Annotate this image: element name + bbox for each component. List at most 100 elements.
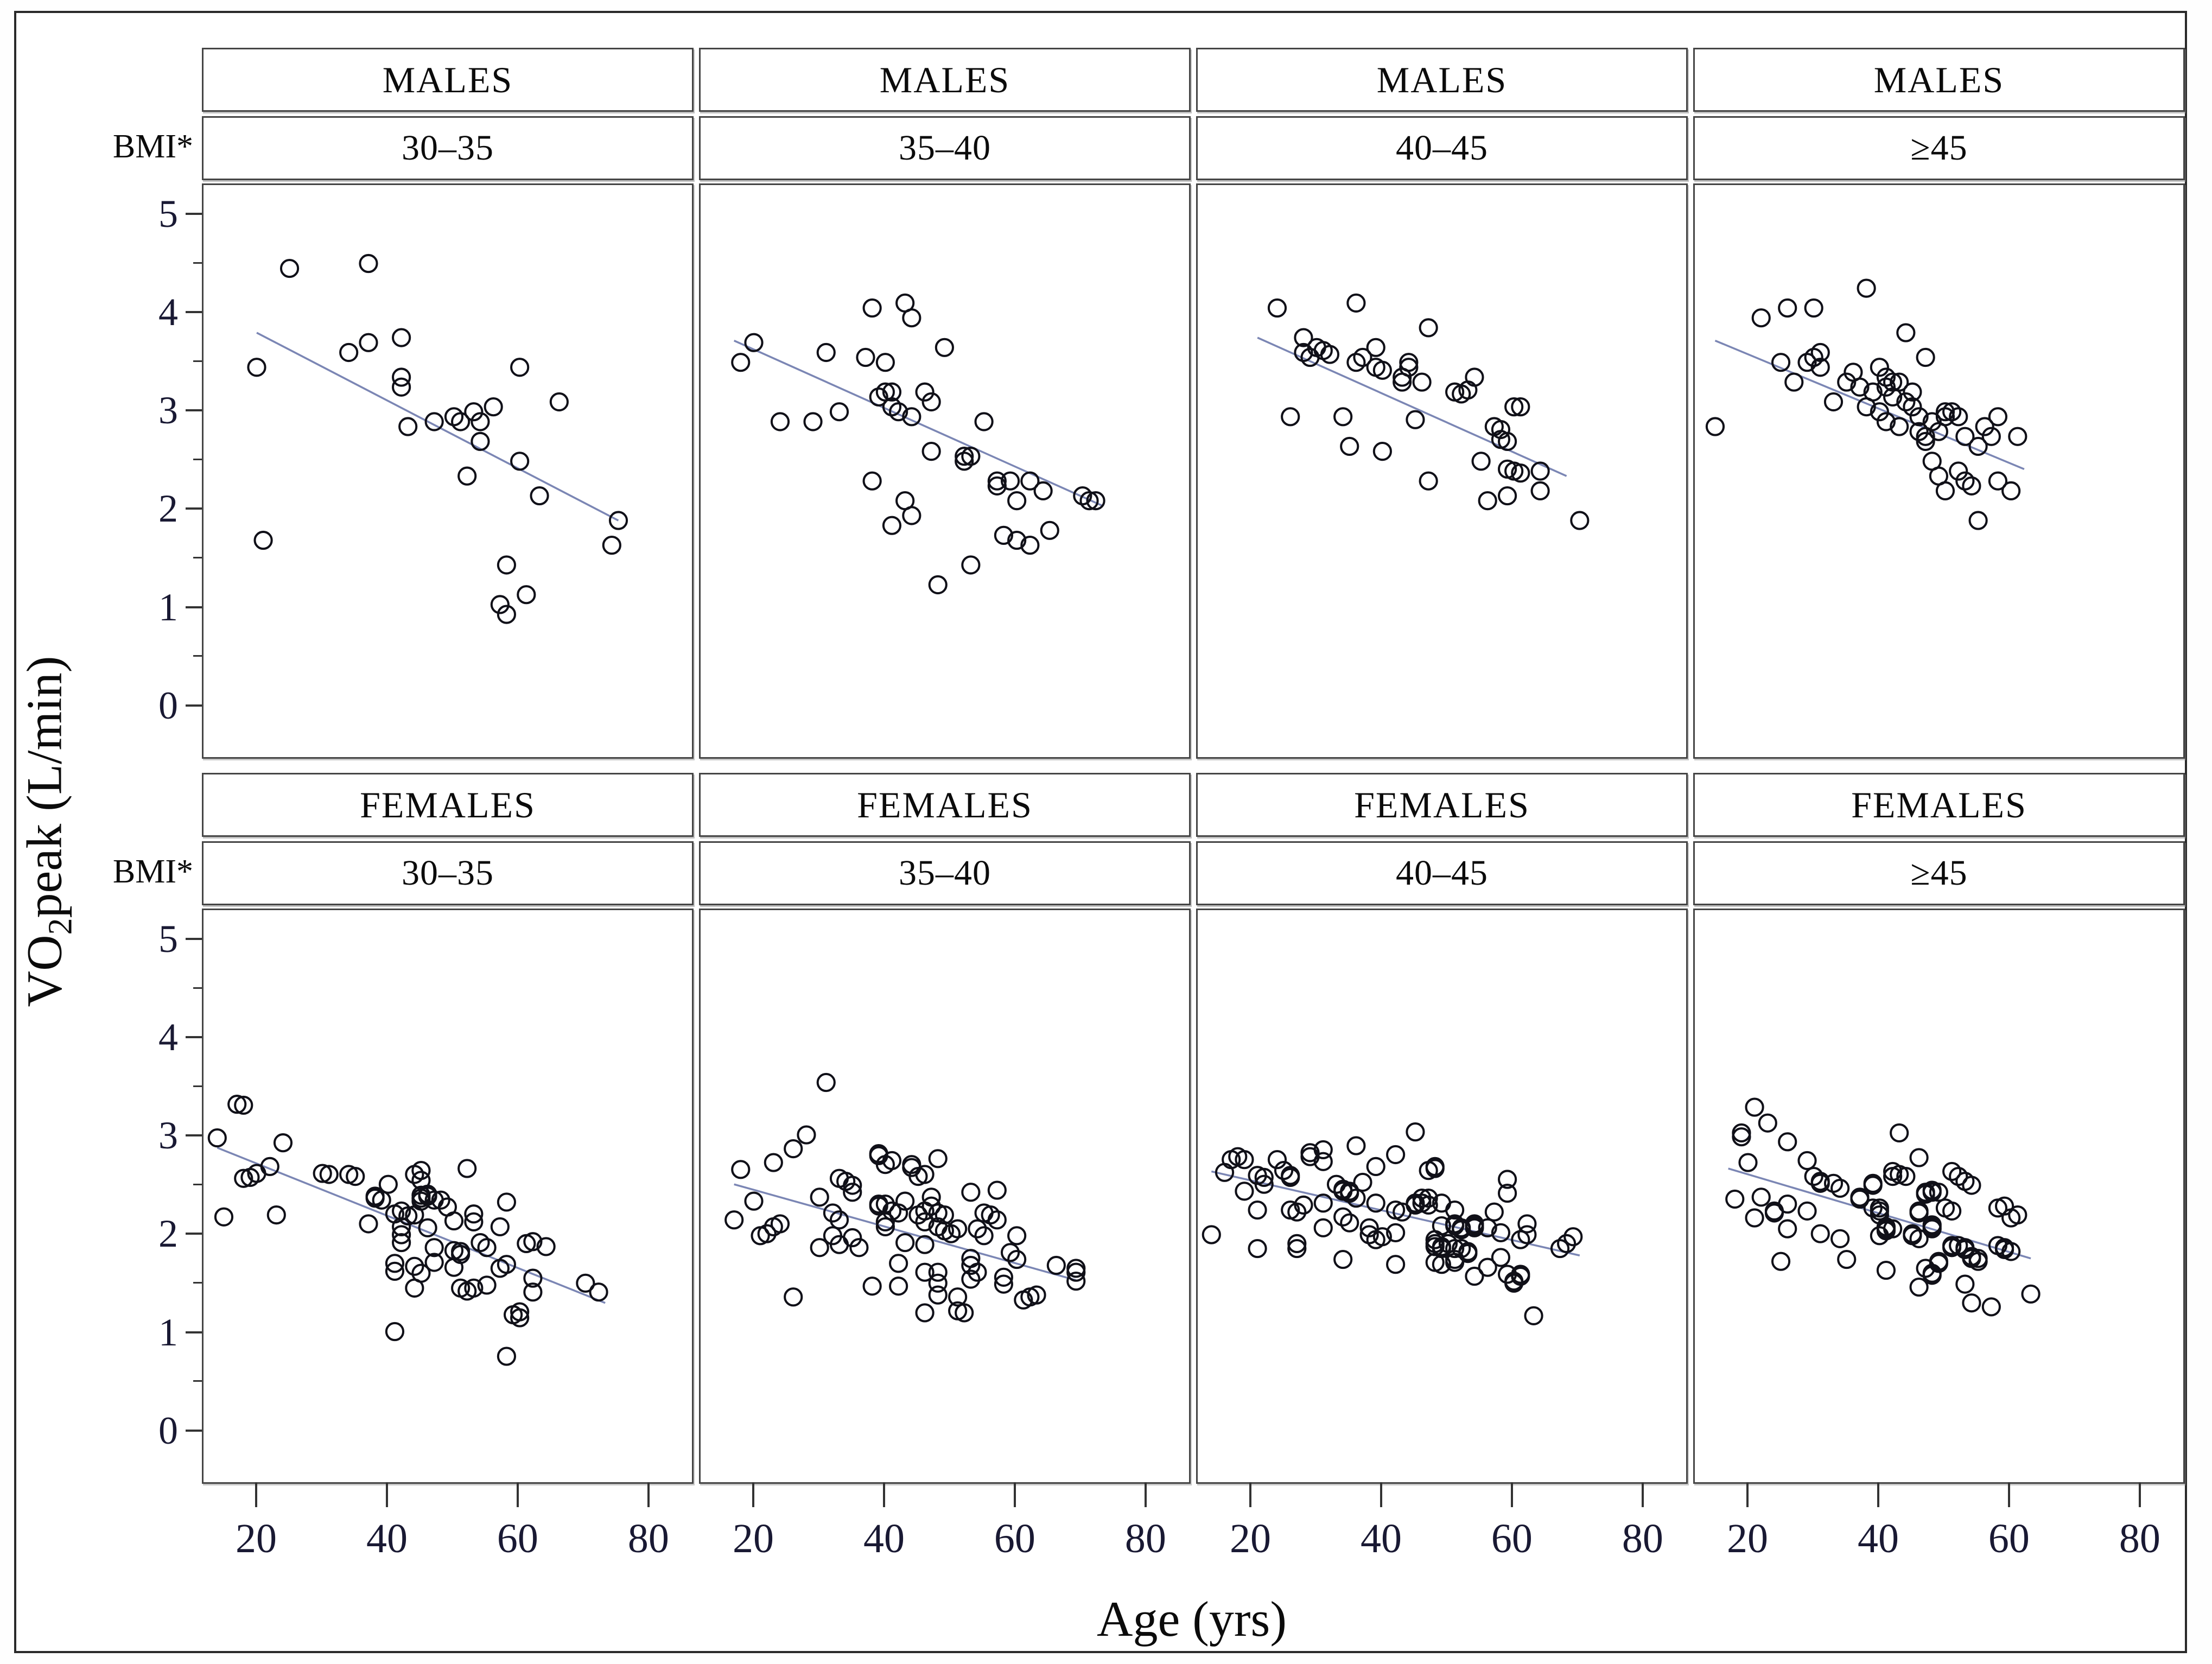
data-point [497,1347,517,1366]
data-point [1988,471,2008,491]
data-point [497,555,517,575]
data-point [961,1183,981,1202]
data-point [1517,1225,1537,1244]
data-point [359,1214,378,1234]
data-point [359,253,378,274]
data-point [392,1233,411,1253]
data-point [921,392,941,412]
x-major-tick [647,1482,650,1507]
data-point [1778,298,1797,318]
data-point [1267,298,1287,318]
data-point [227,1095,247,1114]
data-point [2001,481,2021,501]
plot-panel-frame [1196,183,1688,759]
data-point [974,412,994,431]
x-major-tick [1641,1482,1644,1507]
facet-sex-header: FEMALES [1693,773,2185,837]
data-point [1202,1225,1221,1244]
data-point [253,530,273,550]
data-point [955,447,974,466]
data-point [1909,1203,1929,1223]
x-tick-label: 20 [1230,1516,1271,1561]
data-point [889,402,908,422]
data-point [1406,410,1425,429]
data-point [928,1149,948,1168]
y-major-tick [186,1134,202,1137]
x-tick-label: 20 [236,1516,277,1561]
data-point [889,1276,908,1296]
data-point [2008,1205,2027,1225]
data-point [1366,1193,1385,1213]
data-point [1994,1196,2014,1216]
data-point [313,1164,332,1183]
data-point [1491,1248,1511,1267]
data-point [895,1233,915,1253]
data-point [1890,417,1909,436]
data-point [1830,1178,1850,1198]
scatter-panel-males-40-45 [1257,293,1590,530]
data-point [915,1165,935,1184]
data-point [346,1166,365,1186]
facet-sex-header: MALES [202,48,694,112]
data-point [1511,463,1530,483]
data-point [1287,1202,1307,1222]
x-major-tick [1746,1482,1749,1507]
data-point [935,338,954,357]
x-tick-label: 80 [2119,1516,2160,1561]
data-point [1497,431,1517,451]
data-point [1771,353,1791,372]
data-point [961,1255,981,1275]
data-point [608,511,628,530]
data-point [1771,1252,1791,1271]
facet-bmi-header: 35–40 [699,841,1191,905]
y-major-tick [186,1036,202,1039]
y-major-tick [186,1429,202,1432]
data-point [915,382,935,402]
y-tick-label: 2 [158,1212,178,1256]
data-point [921,1196,941,1216]
data-point [1294,1195,1313,1215]
data-point [961,1269,981,1289]
data-point [1340,436,1359,456]
data-point [1955,1274,1975,1294]
data-point [810,1238,829,1257]
x-major-tick [1144,1482,1147,1507]
y-tick-label: 1 [158,1310,178,1354]
data-point [418,1218,437,1237]
data-point [1445,1200,1465,1220]
data-point [955,1303,974,1323]
data-point [1419,1189,1438,1208]
data-point [1916,347,1935,367]
facet-sex-header: MALES [1196,48,1688,112]
y-major-tick [186,606,202,608]
data-point [889,1203,908,1223]
data-point [510,358,530,377]
y-tick-label: 2 [158,487,178,531]
data-point [392,1225,411,1244]
data-point [2021,1284,2041,1304]
data-point [589,1282,608,1302]
data-point [214,1207,234,1227]
data-point [1751,308,1771,328]
plot-panel-frame [699,183,1191,759]
data-point [339,342,359,363]
data-point [869,387,888,407]
data-point [948,1287,968,1307]
y-tick-label: 0 [158,683,178,727]
data-point [1465,1218,1484,1237]
data-point [1313,1193,1333,1213]
data-point [497,1255,517,1274]
data-point [1465,367,1484,387]
data-point [247,358,266,377]
data-point [1909,1277,1929,1297]
x-tick-label: 80 [1622,1516,1663,1561]
data-point [1511,1266,1530,1286]
data-point [1876,1260,1896,1280]
data-point [1570,511,1590,530]
data-point [1497,1183,1517,1203]
data-point [849,1238,869,1257]
data-point [1425,1159,1445,1178]
data-point [464,1204,484,1224]
data-point [1530,481,1550,501]
data-point [1804,298,1823,318]
